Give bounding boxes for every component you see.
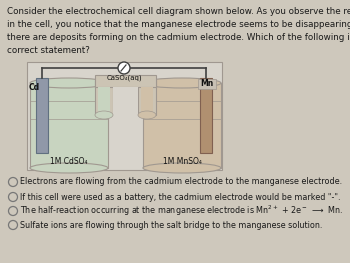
Circle shape <box>8 178 18 186</box>
Text: Consider the electrochemical cell diagram shown below. As you observe the reacti: Consider the electrochemical cell diagra… <box>7 7 350 16</box>
Ellipse shape <box>30 163 108 173</box>
Bar <box>198 79 216 89</box>
Bar <box>36 78 48 153</box>
Ellipse shape <box>143 78 221 88</box>
Bar <box>95 80 113 115</box>
Bar <box>95 75 156 87</box>
Text: correct statement?: correct statement? <box>7 46 90 55</box>
Text: Electrons are flowing from the cadmium electrode to the manganese electrode.: Electrons are flowing from the cadmium e… <box>20 178 342 186</box>
Bar <box>143 83 221 168</box>
Ellipse shape <box>138 111 156 119</box>
Bar <box>200 78 212 153</box>
Text: 1M MnSO₄: 1M MnSO₄ <box>162 157 202 166</box>
Text: Mn: Mn <box>200 79 214 89</box>
Text: If this cell were used as a battery, the cadmium electrode would be marked "-".: If this cell were used as a battery, the… <box>20 193 341 201</box>
Bar <box>30 83 108 168</box>
Text: in the cell, you notice that the manganese electrode seems to be disappearing wh: in the cell, you notice that the mangane… <box>7 20 350 29</box>
Bar <box>98 87 110 115</box>
Circle shape <box>118 62 130 74</box>
Text: Cd: Cd <box>29 83 40 92</box>
Text: The half-reaction occurring at the manganese electrode is Mn$^{2+}$ + 2e$^-$ $\l: The half-reaction occurring at the manga… <box>20 204 343 218</box>
Text: there are deposits forming on the cadmium electrode. Which of the following is a: there are deposits forming on the cadmiu… <box>7 33 350 42</box>
Circle shape <box>8 193 18 201</box>
Circle shape <box>8 206 18 215</box>
Text: Sulfate ions are flowing through the salt bridge to the manganese solution.: Sulfate ions are flowing through the sal… <box>20 220 322 230</box>
Ellipse shape <box>143 163 221 173</box>
Bar <box>141 87 153 115</box>
Text: 1M CdSO₄: 1M CdSO₄ <box>50 157 88 166</box>
Ellipse shape <box>30 78 108 88</box>
Bar <box>27 62 222 170</box>
Text: CaSO₄(aq): CaSO₄(aq) <box>106 75 142 81</box>
Bar <box>113 87 138 127</box>
Bar <box>138 80 156 115</box>
Ellipse shape <box>95 111 113 119</box>
Circle shape <box>8 220 18 230</box>
